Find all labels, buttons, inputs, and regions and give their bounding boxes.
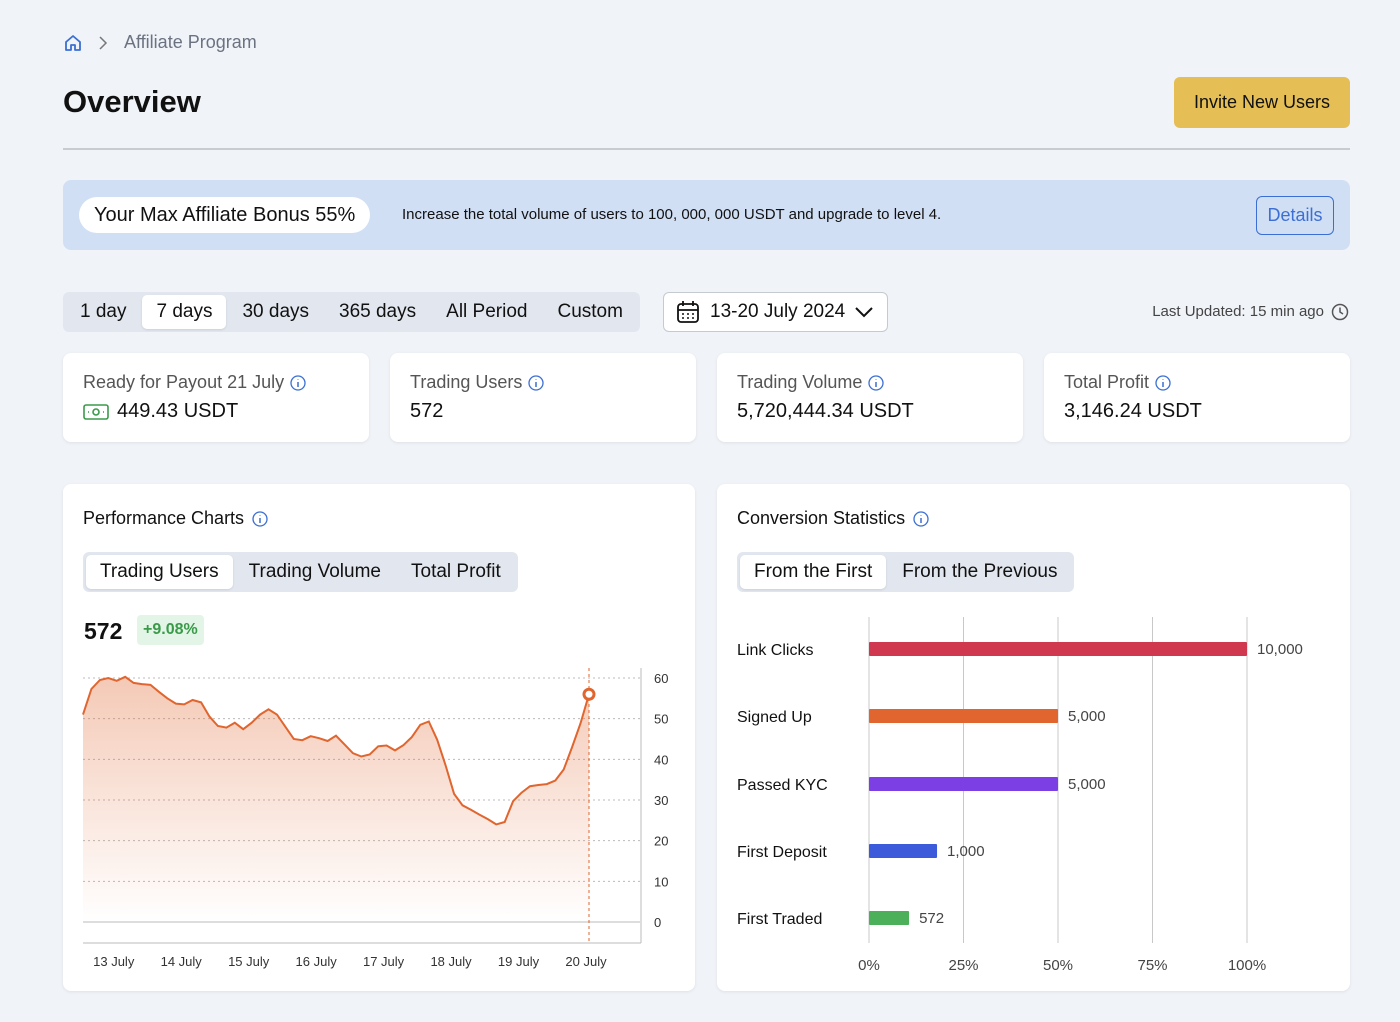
- period-tab[interactable]: 365 days: [339, 301, 417, 322]
- conversion-card: Conversion Statistics From the First From…: [717, 484, 1350, 991]
- info-icon[interactable]: [528, 374, 545, 391]
- info-icon[interactable]: [290, 374, 306, 391]
- stat-label-row: Trading Users: [410, 372, 545, 393]
- stat-label-row: Ready for Payout 21 July: [83, 372, 306, 393]
- date-range: 13-20 July 2024: [710, 301, 846, 322]
- stat-card: Trading Volume 5,720,444.34 USDT: [717, 353, 1023, 442]
- mode-tabs: From the First From the Previous: [737, 552, 1075, 592]
- last-updated: Last Updated: 15 min ago: [1152, 303, 1324, 320]
- breadcrumb-separator: [99, 36, 108, 50]
- details-button[interactable]: Details: [1256, 196, 1334, 235]
- info-icon[interactable]: [868, 374, 885, 391]
- period-tabs: 1 day 7 days 30 days 365 days All Period Cust…: [63, 292, 640, 332]
- home-icon[interactable]: [63, 33, 83, 53]
- stat-label: Total Profit: [1064, 372, 1150, 392]
- stat-card: Trading Users 572: [390, 353, 696, 442]
- period-tab[interactable]: Custom: [557, 301, 623, 322]
- stat-label-row: Trading Volume: [737, 372, 885, 393]
- date-picker[interactable]: 13-20 July 2024: [663, 292, 888, 332]
- info-icon[interactable]: [252, 510, 268, 527]
- stat-value: 449.43 USDT: [117, 400, 239, 422]
- performance-title-row: Performance Charts: [83, 508, 268, 529]
- period-tab[interactable]: All Period: [446, 301, 528, 322]
- performance-card: Performance Charts Trading Users Trading …: [63, 484, 695, 991]
- metric-tabs: Trading Users Trading Volume Total Profit: [83, 552, 518, 592]
- metric-tab[interactable]: Trading Volume: [248, 561, 381, 582]
- stat-value: 572: [410, 400, 444, 422]
- bonus-banner: Your Max Affiliate Bonus 55% Increase th…: [63, 180, 1350, 250]
- stat-value-row: 449.43 USDT: [83, 400, 238, 423]
- bonus-badge: Your Max Affiliate Bonus 55%: [79, 197, 371, 233]
- chart-title: Performance Charts: [83, 508, 245, 528]
- stat-value: 3,146.24 USDT: [1064, 400, 1202, 422]
- stat-label-row: Total Profit: [1064, 372, 1171, 393]
- stat-card: Total Profit 3,146.24 USDT: [1044, 353, 1350, 442]
- chart-title: Conversion Statistics: [737, 508, 906, 528]
- page-title: Overview: [63, 84, 201, 119]
- chevron-down: [855, 307, 873, 318]
- info-icon[interactable]: [1155, 374, 1171, 391]
- calendar-icon: [677, 301, 699, 323]
- clock-icon: [1331, 303, 1349, 321]
- stat-value: 5,720,444.34 USDT: [737, 400, 914, 422]
- stat-label: Ready for Payout 21 July: [83, 372, 285, 392]
- mode-tab[interactable]: From the Previous: [902, 561, 1058, 582]
- headline-value: 572: [84, 618, 123, 644]
- cash-icon: [83, 403, 109, 420]
- period-tab[interactable]: 7 days: [142, 295, 227, 329]
- mode-tab[interactable]: From the First: [740, 555, 887, 589]
- stat-label: Trading Users: [410, 372, 523, 392]
- period-tab[interactable]: 30 days: [242, 301, 310, 322]
- stat-value-row: 5,720,444.34 USDT: [737, 400, 914, 423]
- period-tab[interactable]: 1 day: [80, 301, 127, 322]
- conversion-title-row: Conversion Statistics: [737, 508, 929, 529]
- stat-card: Ready for Payout 21 July 449.43 USDT: [63, 353, 369, 442]
- breadcrumb-current[interactable]: Affiliate Program: [124, 32, 257, 52]
- info-icon[interactable]: [913, 510, 929, 527]
- stat-value-row: 572: [410, 400, 443, 423]
- metric-tab[interactable]: Total Profit: [411, 561, 501, 582]
- banner-text: Increase the total volume of users to 10…: [402, 206, 942, 223]
- metric-tab[interactable]: Trading Users: [86, 555, 233, 589]
- invite-button[interactable]: Invite New Users: [1174, 77, 1350, 128]
- divider: [63, 148, 1350, 150]
- stat-value-row: 3,146.24 USDT: [1064, 400, 1202, 423]
- change-badge: +9.08%: [137, 615, 204, 645]
- stat-label: Trading Volume: [737, 372, 863, 392]
